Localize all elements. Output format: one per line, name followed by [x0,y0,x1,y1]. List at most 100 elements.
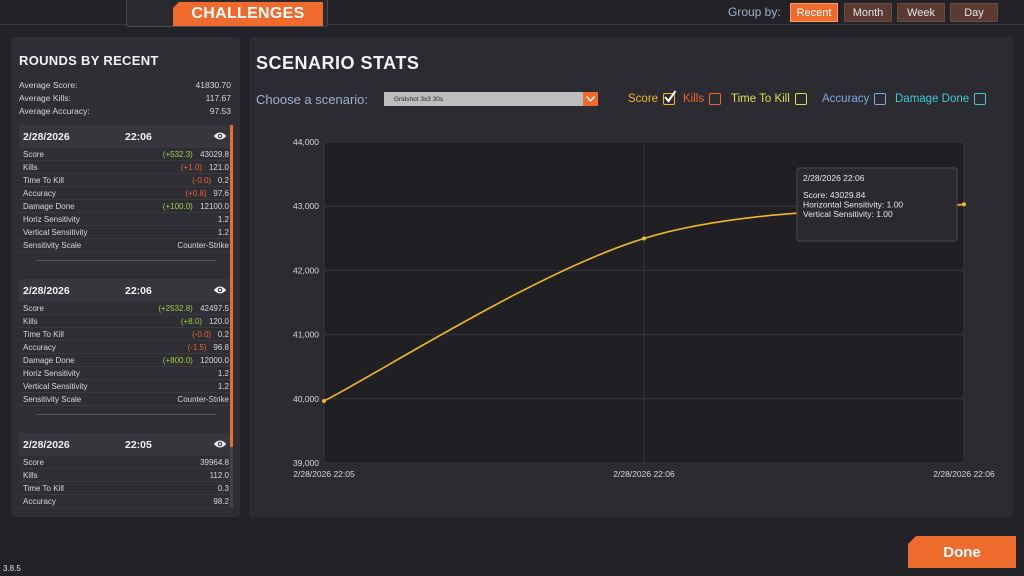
group-by-label: Group by: [728,5,781,19]
stat-row: Score (+2532.8) 42497.5 [19,302,233,315]
legend-accuracy-toggle[interactable]: Accuracy [822,93,887,105]
legend-time-to-kill-toggle[interactable]: Time To Kill [731,93,807,105]
score-data-point [642,236,646,241]
group-month-button[interactable]: Month [844,3,892,22]
stat-value: 112.0 [209,470,229,480]
done-button[interactable]: Done [908,536,1016,568]
rounds-title: ROUNDS BY RECENT [19,53,159,68]
chevron-down-icon[interactable] [583,92,598,106]
tooltip-title: 2/28/2026 22:06 [803,173,865,183]
stat-value: 1.2 [217,227,229,237]
checkbox-icon[interactable] [974,93,987,105]
stat-name: Kills [23,162,38,172]
top-divider [0,24,1024,25]
stat-name: Score [23,303,44,313]
round-divider [36,414,216,415]
tooltip-line: Horizontal Sensitivity: 1.00 [803,200,903,210]
stat-row: Kills 112.0 [19,469,233,482]
x-tick-label: 2/28/2026 22:05 [293,469,355,479]
round-time: 22:06 [125,130,152,143]
y-tick-label: 41,000 [293,330,319,340]
stat-row: Time To Kill (-0.0) 0.2 [19,174,233,187]
round-date: 2/28/2026 [23,130,70,143]
average-score-value: 41830.70 [195,80,231,90]
tab-challenges[interactable]: CHALLENGES [173,2,323,26]
eye-icon[interactable] [213,130,227,142]
eye-icon[interactable] [213,438,227,450]
stat-value: 98.2 [213,496,229,506]
rounds-panel: ROUNDS BY RECENT Average Score: 41830.70… [11,37,240,517]
rounds-scrollbar-thumb[interactable] [230,125,233,447]
stat-row: Kills (+1.0) 121.0 [19,161,233,174]
average-accuracy-label: Average Accuracy: [19,106,90,116]
checkbox-icon[interactable] [709,93,722,105]
round-time: 22:05 [125,438,152,451]
eye-icon[interactable] [213,284,227,296]
stat-name: Horiz Sensitivity [23,368,80,378]
average-score-label: Average Score: [19,80,78,90]
tooltip-line: Vertical Sensitivity: 1.00 [803,209,893,219]
checkbox-icon[interactable] [874,93,887,105]
stat-name: Time To Kill [23,483,64,493]
checkbox-checked-icon[interactable] [663,90,677,105]
stat-delta: (+2532.8) [158,303,193,313]
stat-name: Kills [23,470,38,480]
stat-name: Time To Kill [23,175,64,185]
round-card: 2/28/2026 22:06 Score (+2532.8) 42497.5 Kills… [19,279,233,415]
legend-label: Score [628,93,659,105]
stat-name: Time To Kill [23,329,64,339]
stat-value: 42497.5 [200,303,229,313]
stat-name: Sensitivity Scale [23,394,82,404]
stat-row: Vertical Sensitivity 1.2 [19,226,233,239]
stat-row: Score 39964.8 [19,456,233,469]
tooltip-line: Score: 43029.84 [803,190,866,200]
stat-row: Kills (+8.0) 120.0 [19,315,233,328]
group-recent-button[interactable]: Recent [790,3,838,22]
stat-row: Score (+532.3) 43029.8 [19,148,233,161]
x-tick-label: 2/28/2026 22:06 [933,469,995,479]
stat-value: 120.0 [208,316,229,326]
average-kills-value: 117.67 [205,93,231,103]
checkbox-icon[interactable] [794,93,807,105]
legend-kills-toggle[interactable]: Kills [683,93,722,105]
stat-delta: (+0.8) [185,188,207,198]
stat-value: 1.2 [217,214,229,224]
stat-name: Score [23,149,44,159]
round-date: 2/28/2026 [23,438,70,451]
chart-tooltip [796,167,958,242]
legend-label: Accuracy [822,93,870,105]
stat-value: 97.6 [213,188,229,198]
stat-name: Accuracy [23,496,56,506]
group-day-button[interactable]: Day [950,3,998,22]
legend-score-toggle[interactable]: Score [628,90,677,105]
stat-row: Vertical Sensitivity 1.2 [19,380,233,393]
choose-scenario-label: Choose a scenario: [256,92,369,107]
stat-delta: (-0.0) [192,175,212,185]
score-line-chart[interactable]: 39,000 40,000 41,000 42,000 43,000 44,000 2/28… [249,120,1013,490]
stat-name: Damage Done [23,201,75,211]
stat-value: 0.2 [217,329,229,339]
stat-row: Sensitivity Scale Counter-Strike [19,393,233,406]
rounds-list[interactable]: 2/28/2026 22:06 Score (+532.3) 43029.8 Kills (… [19,125,233,511]
y-tick-label: 43,000 [293,201,319,211]
legend-damage-done-toggle[interactable]: Damage Done [895,93,987,105]
scenario-dropdown[interactable]: Gridshot 3x3 30s [384,92,598,106]
round-divider [36,260,216,261]
y-tick-label: 44,000 [293,137,319,147]
stat-value: 12000.0 [200,355,229,365]
stat-row: Accuracy (+0.8) 97.6 [19,187,233,200]
stat-delta: (+532.3) [162,149,193,159]
stat-value: 43029.8 [200,149,229,159]
scenario-stats-title: SCENARIO STATS [256,53,420,73]
legend-label: Time To Kill [731,93,790,105]
stat-value: 121.0 [208,162,229,172]
round-card: 2/28/2026 22:05 Score 39964.8 Kills 112.0 Time… [19,433,233,508]
legend-label: Damage Done [895,93,970,105]
stat-row: Sensitivity Scale Counter-Strike [19,239,233,252]
round-header: 2/28/2026 22:05 [19,433,233,456]
group-week-button[interactable]: Week [897,3,945,22]
y-tick-label: 40,000 [293,394,319,404]
stat-delta: (-1.5) [187,342,207,352]
stat-delta: (-0.0) [192,329,212,339]
average-kills-label: Average Kills: [19,93,71,103]
